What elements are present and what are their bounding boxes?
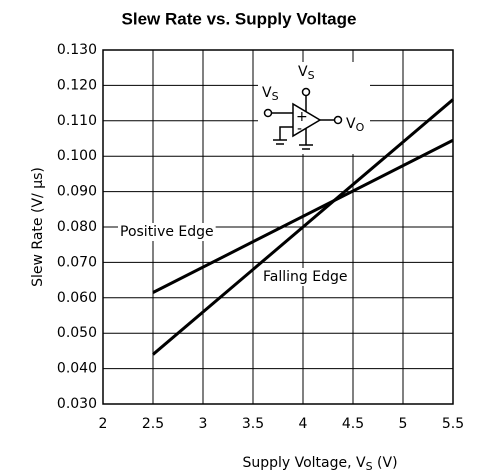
plus-sign: + — [296, 109, 308, 125]
schematic-label: VS — [262, 85, 279, 103]
label-part: V — [262, 85, 272, 101]
terminal — [333, 115, 343, 125]
x-tick-label: 2 — [99, 416, 108, 432]
x-tick-label: 5.5 — [442, 416, 464, 432]
y-tick-label: 0.130 — [57, 42, 97, 58]
series-label: Falling Edge — [263, 269, 347, 285]
schematic-label: VO — [346, 116, 365, 134]
terminal — [301, 87, 311, 97]
minus-sign: - — [297, 121, 302, 137]
x-axis-label-part: Supply Voltage, V — [242, 455, 366, 471]
x-axis-label-part: (V) — [373, 455, 398, 471]
label-part: V — [346, 116, 356, 132]
schematic-bg — [258, 62, 370, 154]
series-line — [152, 138, 454, 294]
x-axis-label-sub: S — [366, 460, 373, 473]
series-labels: Positive Edge Falling Edge — [118, 223, 350, 286]
label-sub: O — [356, 121, 365, 134]
label-sub: S — [272, 90, 279, 103]
y-tick-label: 0.060 — [57, 290, 97, 306]
y-axis-label: Slew Rate (V/ μs) — [30, 167, 46, 287]
y-tick-label: 0.080 — [57, 219, 97, 235]
schematic-label: VS — [298, 64, 315, 82]
plot — [152, 98, 454, 356]
label-sub: S — [308, 69, 315, 82]
series-label-bg — [118, 223, 216, 241]
series-label-bg — [261, 268, 350, 286]
x-axis-label: Supply Voltage, VS (V) — [242, 455, 397, 473]
wire — [279, 126, 293, 140]
x-tick-label: 4 — [299, 416, 308, 432]
y-tick-label: 0.040 — [57, 361, 97, 377]
y-tick-label: 0.050 — [57, 325, 97, 341]
y-tick-label: 0.120 — [57, 77, 97, 93]
x-tick-label: 4.5 — [342, 416, 364, 432]
series-label: Positive Edge — [120, 224, 214, 240]
y-tick-label: 0.030 — [57, 396, 97, 412]
plot-frame — [102, 49, 454, 405]
series-line — [152, 98, 454, 356]
x-tick-label: 2.5 — [142, 416, 164, 432]
op-amp-schematic: + - VS VS VO — [258, 62, 370, 154]
y-tick-label: 0.110 — [57, 113, 97, 129]
x-tick-label: 3 — [199, 416, 208, 432]
y-tick-label: 0.070 — [57, 254, 97, 270]
x-tick-label: 3.5 — [242, 416, 264, 432]
terminal — [263, 108, 273, 118]
x-tick-label: 5 — [399, 416, 408, 432]
chart-title: Slew Rate vs. Supply Voltage — [122, 9, 357, 28]
label-part: V — [298, 64, 308, 80]
y-tick-label: 0.090 — [57, 184, 97, 200]
y-tick-label: 0.100 — [57, 148, 97, 164]
